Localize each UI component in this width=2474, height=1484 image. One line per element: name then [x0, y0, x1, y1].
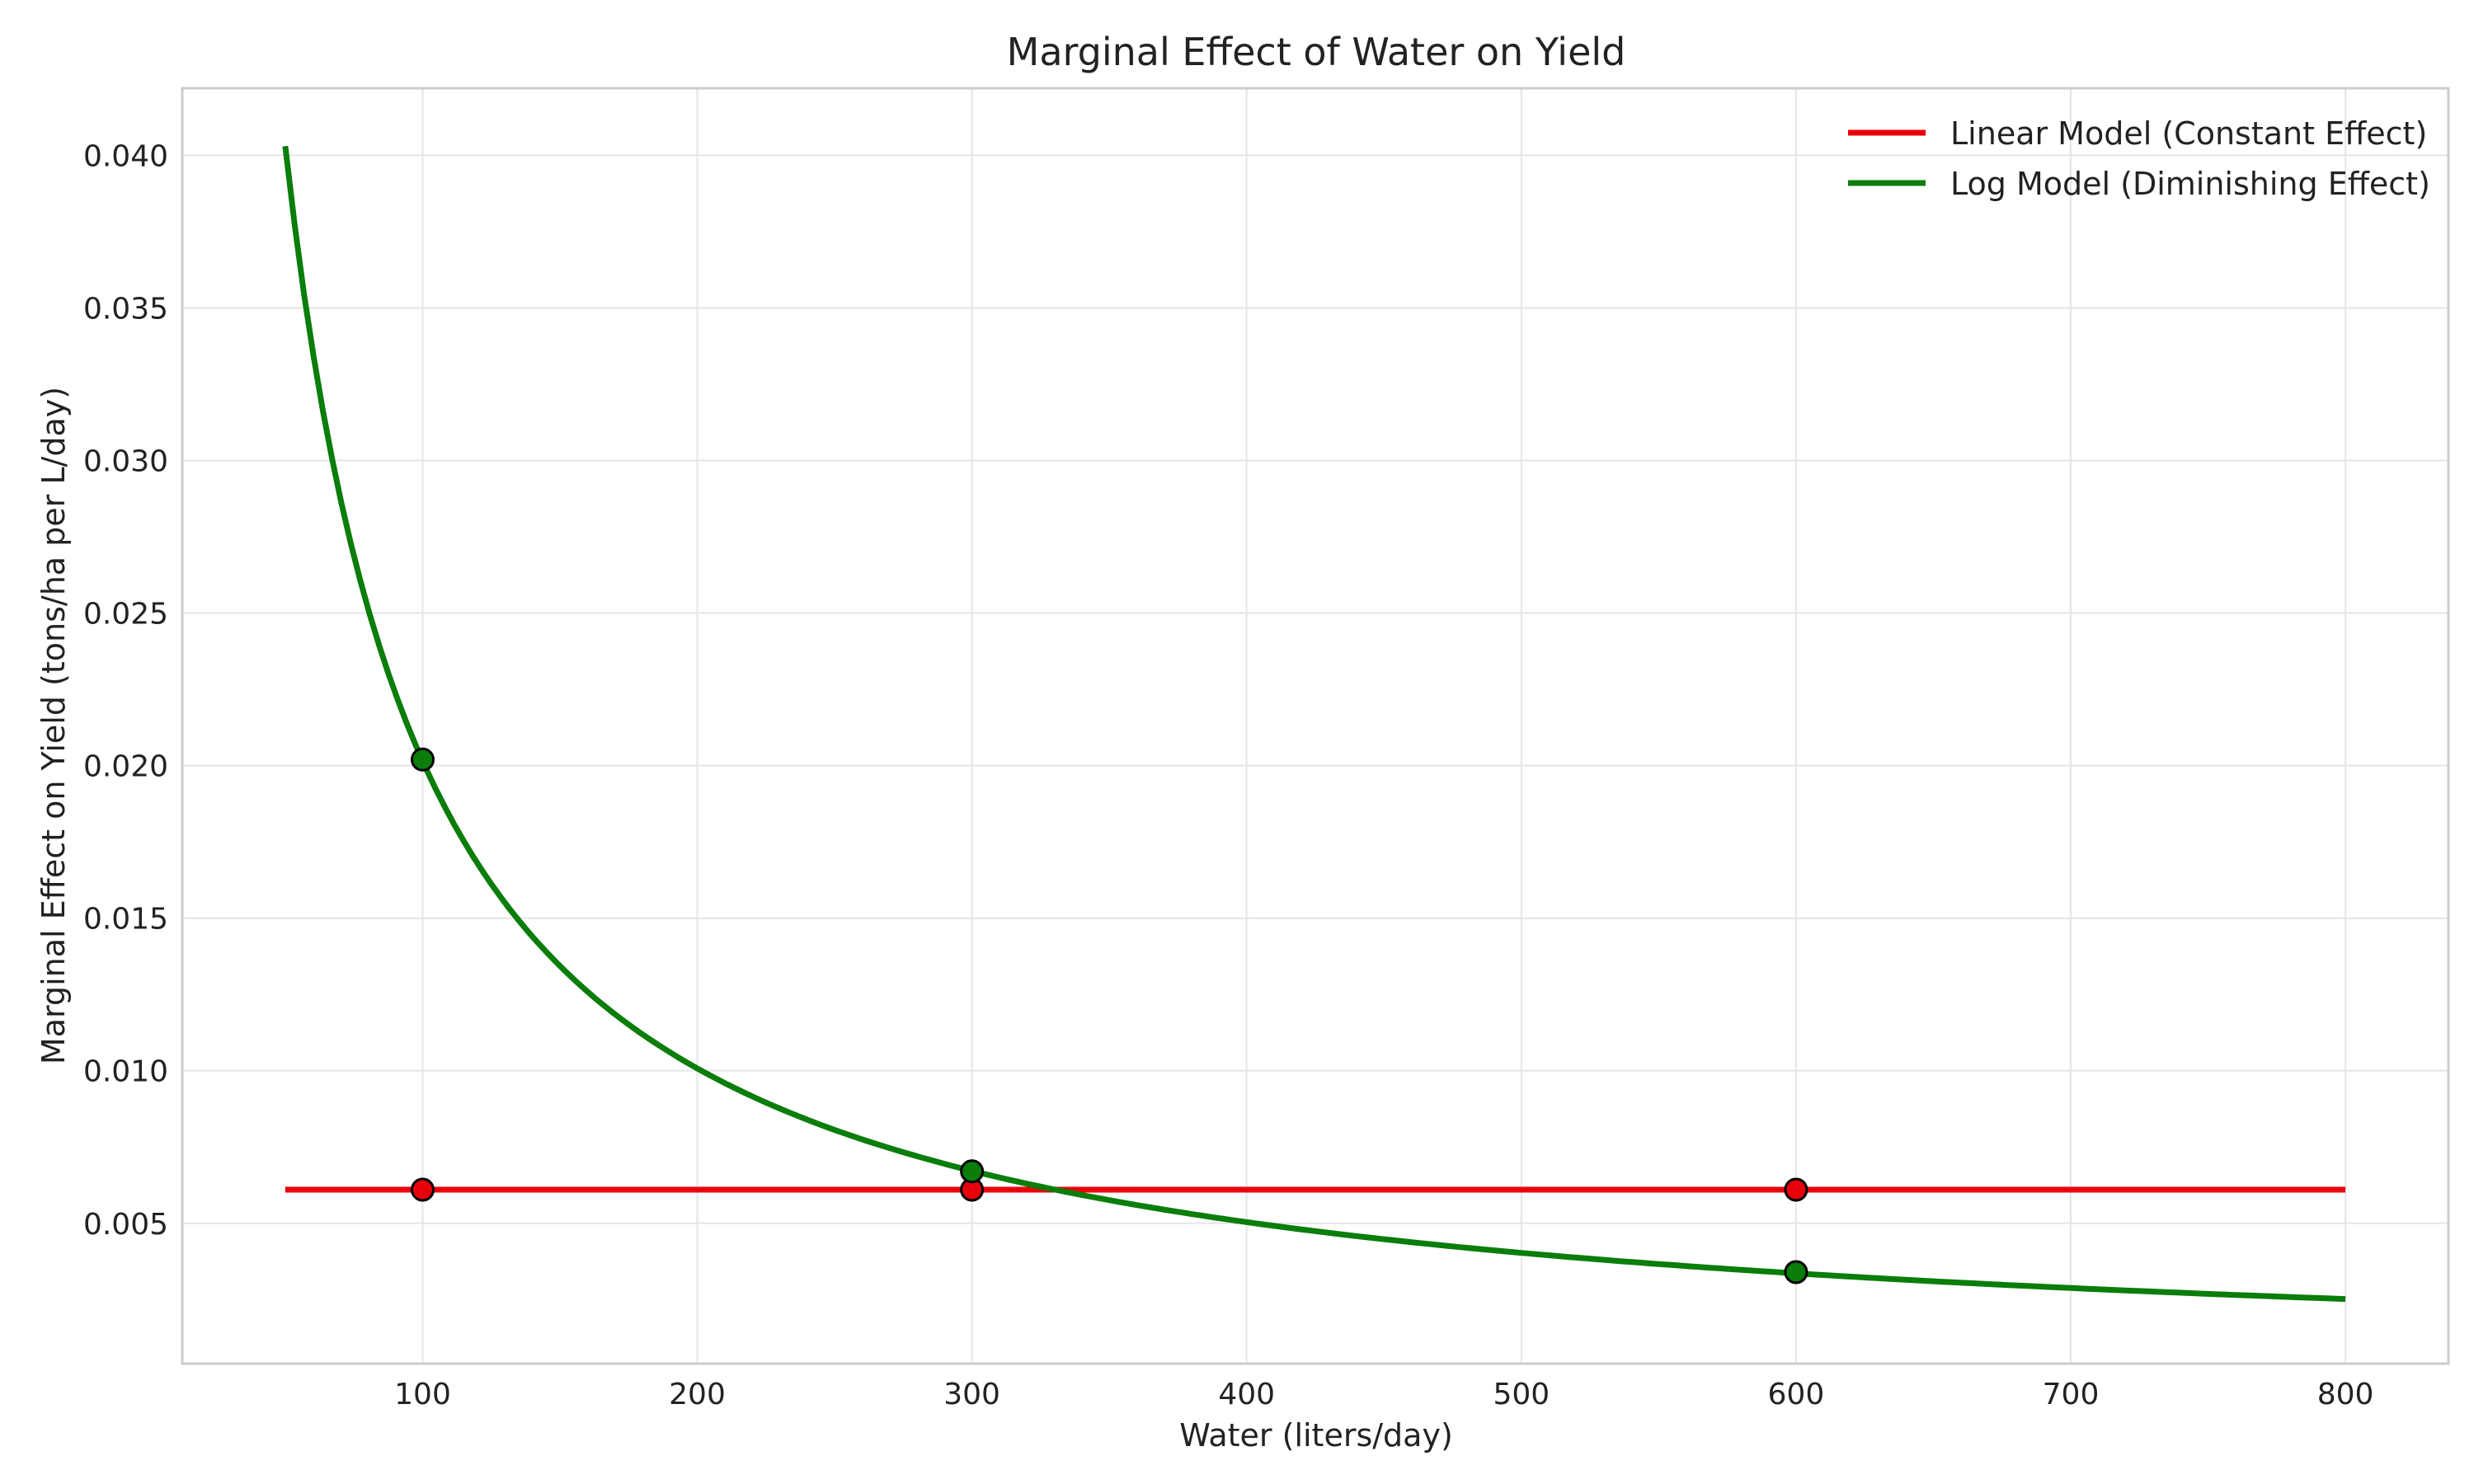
x-tick-label: 100: [394, 1378, 451, 1411]
y-tick-label: 0.025: [83, 598, 168, 632]
grid-lines: [182, 88, 2448, 1364]
x-tick-label: 600: [1768, 1378, 1825, 1411]
tick-labels: 100 200 300 400 500 600 700 800 0.005 0.010 0.015 0…: [83, 139, 2374, 1411]
x-tick-label: 700: [2043, 1378, 2100, 1411]
legend: Linear Model (Constant Effect) Log Model…: [1848, 115, 2430, 202]
log-model-point: [1784, 1260, 1808, 1284]
y-tick-label: 0.020: [83, 750, 168, 784]
y-tick-label: 0.040: [83, 139, 168, 173]
x-axis-label: Water (liters/day): [1179, 1417, 1453, 1453]
y-axis-label: Marginal Effect on Yield (tons/ha per L/…: [35, 387, 72, 1064]
y-tick-label: 0.005: [83, 1208, 168, 1242]
y-tick-label: 0.015: [83, 903, 168, 937]
y-tick-label: 0.035: [83, 293, 168, 326]
chart-title: Marginal Effect of Water on Yield: [1007, 30, 1626, 74]
x-tick-label: 300: [943, 1378, 1000, 1411]
legend-label-log: Log Model (Diminishing Effect): [1950, 166, 2430, 202]
y-tick-label: 0.030: [83, 445, 168, 479]
x-tick-label: 800: [2317, 1378, 2374, 1411]
y-tick-label: 0.010: [83, 1055, 168, 1089]
legend-label-linear: Linear Model (Constant Effect): [1950, 115, 2427, 152]
x-tick-label: 500: [1493, 1378, 1550, 1411]
x-tick-label: 400: [1218, 1378, 1275, 1411]
highlight-points: [411, 747, 1808, 1284]
log-model-point: [411, 747, 435, 772]
plot-frame: [181, 87, 2450, 1365]
linear-model-point: [411, 1177, 435, 1202]
series-lines: [282, 145, 2346, 1303]
log-model-line: [282, 145, 2346, 1303]
log-model-point: [960, 1159, 985, 1184]
x-tick-label: 200: [669, 1378, 726, 1411]
linear-model-point: [1784, 1177, 1808, 1202]
